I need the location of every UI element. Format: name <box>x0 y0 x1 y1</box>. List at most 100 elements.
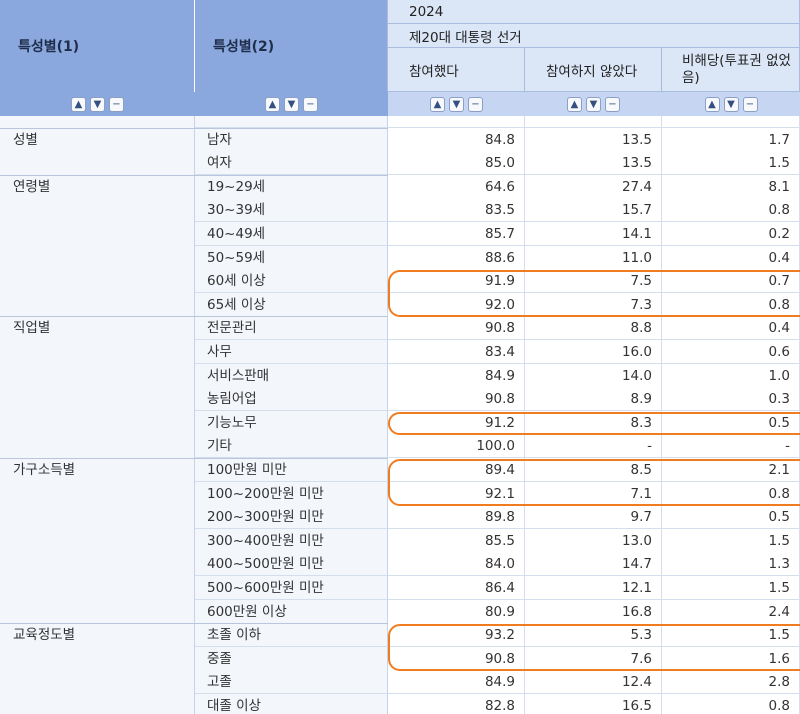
value-not-applicable[interactable]: 1.5 <box>662 151 800 176</box>
value-not-applicable[interactable]: 2.1 <box>662 458 800 482</box>
value-not-applicable[interactable]: 1.7 <box>662 127 800 152</box>
value-not-participated[interactable]: 7.1 <box>525 481 662 506</box>
value-not-participated[interactable]: 7.6 <box>525 646 662 671</box>
value-participated[interactable]: 89.4 <box>388 458 525 482</box>
minus-icon[interactable]: − <box>605 96 620 112</box>
value-not-applicable[interactable]: 0.8 <box>662 292 800 317</box>
value-not-participated[interactable]: 8.3 <box>525 410 662 435</box>
value-not-applicable[interactable]: 8.1 <box>662 174 800 199</box>
minus-icon[interactable]: − <box>742 96 758 112</box>
value-participated[interactable]: 64.6 <box>388 174 525 199</box>
value-participated[interactable]: 83.5 <box>388 198 525 223</box>
value-not-participated[interactable]: 7.5 <box>525 269 662 294</box>
value-participated[interactable]: 85.0 <box>388 151 525 176</box>
value-not-participated[interactable]: 9.7 <box>525 505 662 530</box>
chevron-down-icon[interactable]: ▼ <box>586 96 601 112</box>
value-not-participated[interactable]: 8.5 <box>525 458 662 482</box>
value-not-participated[interactable]: - <box>525 434 662 459</box>
value-not-participated[interactable] <box>525 116 662 128</box>
value-not-applicable[interactable]: 0.3 <box>662 387 800 412</box>
value-participated[interactable]: 88.6 <box>388 245 525 270</box>
value-not-participated[interactable]: 12.1 <box>525 576 662 600</box>
value-not-participated[interactable]: 14.1 <box>525 222 662 246</box>
row-label: 30~39세 <box>195 198 388 223</box>
minus-icon[interactable]: − <box>468 96 483 112</box>
value-participated[interactable]: 80.9 <box>388 599 525 624</box>
value-not-participated[interactable]: 8.9 <box>525 387 662 412</box>
chevron-down-icon[interactable]: ▼ <box>284 96 299 112</box>
chevron-up-icon[interactable]: ▲ <box>567 96 582 112</box>
value-participated[interactable]: 85.7 <box>388 222 525 246</box>
value-not-participated[interactable]: 12.4 <box>525 670 662 695</box>
value-not-applicable[interactable]: 1.6 <box>662 646 800 671</box>
value-not-applicable[interactable]: 0.4 <box>662 316 800 341</box>
value-not-applicable[interactable]: 0.8 <box>662 481 800 506</box>
category-label <box>0 505 195 530</box>
value-participated[interactable]: 91.9 <box>388 269 525 294</box>
value-participated[interactable]: 89.8 <box>388 505 525 530</box>
value-not-applicable[interactable] <box>662 116 800 128</box>
minus-icon[interactable]: − <box>303 96 318 112</box>
value-not-applicable[interactable]: 0.5 <box>662 505 800 530</box>
value-participated[interactable]: 84.0 <box>388 552 525 577</box>
value-not-applicable[interactable]: 1.5 <box>662 623 800 648</box>
value-participated[interactable]: 84.8 <box>388 127 525 152</box>
chevron-up-icon[interactable]: ▲ <box>704 96 720 112</box>
value-not-applicable[interactable]: 0.8 <box>662 694 800 714</box>
value-not-participated[interactable]: 13.5 <box>525 127 662 152</box>
category-label <box>0 116 195 128</box>
value-not-participated[interactable]: 27.4 <box>525 174 662 199</box>
value-participated[interactable]: 90.8 <box>388 316 525 341</box>
value-not-applicable[interactable]: 2.8 <box>662 670 800 695</box>
value-participated[interactable]: 91.2 <box>388 410 525 435</box>
value-participated[interactable]: 85.5 <box>388 528 525 553</box>
value-not-participated[interactable]: 13.5 <box>525 151 662 176</box>
value-not-applicable[interactable]: 0.2 <box>662 222 800 246</box>
category-label <box>0 670 195 695</box>
value-not-applicable[interactable]: 2.4 <box>662 599 800 624</box>
chevron-up-icon[interactable]: ▲ <box>265 96 280 112</box>
value-not-participated[interactable]: 13.0 <box>525 528 662 553</box>
value-participated[interactable]: 93.2 <box>388 623 525 648</box>
value-not-participated[interactable]: 14.0 <box>525 363 662 388</box>
value-participated[interactable]: 92.1 <box>388 481 525 506</box>
value-participated[interactable]: 82.8 <box>388 694 525 714</box>
value-not-applicable[interactable]: 0.4 <box>662 245 800 270</box>
value-not-participated[interactable]: 16.5 <box>525 694 662 714</box>
value-participated[interactable]: 84.9 <box>388 363 525 388</box>
value-not-applicable[interactable]: - <box>662 434 800 459</box>
value-not-participated[interactable]: 11.0 <box>525 245 662 270</box>
value-not-participated[interactable]: 15.7 <box>525 198 662 223</box>
value-not-participated[interactable]: 7.3 <box>525 292 662 317</box>
value-not-participated[interactable]: 16.0 <box>525 340 662 364</box>
data-table-body[interactable]: 성별 남자 84.8 13.5 1.7 여자 85.0 13.5 1.5 연령별 19~29세 64.… <box>0 116 800 714</box>
minus-icon[interactable]: − <box>109 96 124 112</box>
chevron-down-icon[interactable]: ▼ <box>90 96 105 112</box>
value-participated[interactable]: 83.4 <box>388 340 525 364</box>
chevron-down-icon[interactable]: ▼ <box>449 96 464 112</box>
chevron-up-icon[interactable]: ▲ <box>430 96 445 112</box>
value-participated[interactable]: 90.8 <box>388 387 525 412</box>
value-participated[interactable]: 86.4 <box>388 576 525 600</box>
value-not-applicable[interactable]: 1.5 <box>662 576 800 600</box>
chevron-up-icon[interactable]: ▲ <box>71 96 86 112</box>
value-not-applicable[interactable]: 1.0 <box>662 363 800 388</box>
value-not-applicable[interactable]: 1.3 <box>662 552 800 577</box>
value-participated[interactable]: 90.8 <box>388 646 525 671</box>
value-not-participated[interactable]: 16.8 <box>525 599 662 624</box>
value-not-applicable[interactable]: 0.7 <box>662 269 800 294</box>
category-label <box>0 410 195 435</box>
row-label: 남자 <box>195 127 388 152</box>
value-not-participated[interactable]: 14.7 <box>525 552 662 577</box>
value-not-participated[interactable]: 5.3 <box>525 623 662 648</box>
value-participated[interactable] <box>388 116 525 128</box>
value-not-participated[interactable]: 8.8 <box>525 316 662 341</box>
value-not-applicable[interactable]: 0.6 <box>662 340 800 364</box>
value-participated[interactable]: 100.0 <box>388 434 525 459</box>
value-not-applicable[interactable]: 1.5 <box>662 528 800 553</box>
value-not-applicable[interactable]: 0.5 <box>662 410 800 435</box>
chevron-down-icon[interactable]: ▼ <box>723 96 739 112</box>
value-participated[interactable]: 92.0 <box>388 292 525 317</box>
value-not-applicable[interactable]: 0.8 <box>662 198 800 223</box>
value-participated[interactable]: 84.9 <box>388 670 525 695</box>
